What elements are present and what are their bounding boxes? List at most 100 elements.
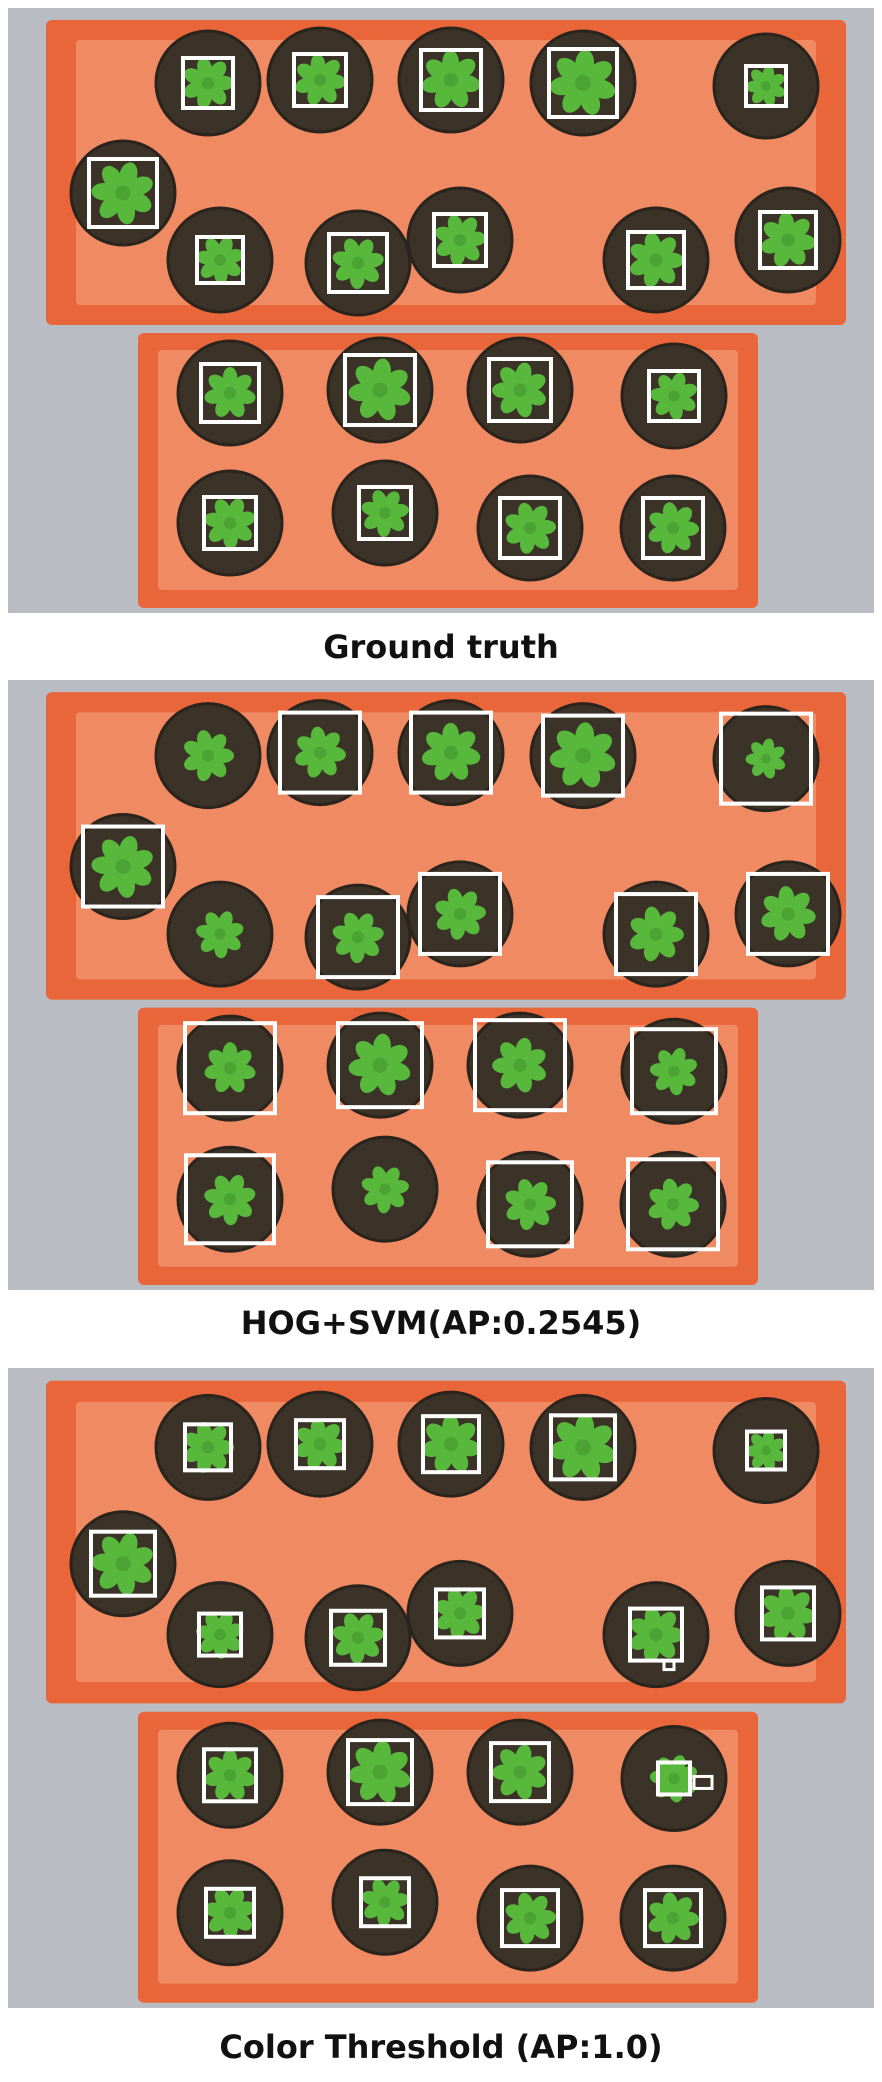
leaf bbox=[223, 1204, 238, 1226]
leaf bbox=[656, 262, 676, 284]
leaf bbox=[208, 1913, 228, 1932]
leaf bbox=[674, 507, 693, 526]
caption-ground-truth: Ground truth bbox=[323, 628, 559, 666]
leaf bbox=[101, 165, 123, 190]
leaf bbox=[355, 1040, 378, 1064]
bounding-box bbox=[183, 1422, 233, 1473]
plant-center bbox=[351, 1631, 365, 1644]
leaf bbox=[321, 1424, 340, 1443]
bounding-box bbox=[316, 895, 400, 980]
bounding-box bbox=[199, 362, 261, 424]
plant-center bbox=[115, 1556, 131, 1572]
leaf bbox=[386, 514, 405, 531]
plant-center bbox=[666, 521, 680, 535]
leaf bbox=[200, 261, 218, 278]
plant bbox=[549, 1413, 616, 1480]
leaf bbox=[449, 84, 469, 108]
plant bbox=[421, 722, 481, 781]
leaf bbox=[200, 1635, 218, 1653]
leaf bbox=[348, 1765, 375, 1784]
leaf bbox=[751, 1434, 766, 1449]
plant-center bbox=[649, 1627, 663, 1642]
leaf bbox=[355, 1747, 378, 1770]
bounding-box bbox=[184, 1153, 276, 1246]
leaf bbox=[389, 1893, 409, 1907]
plant-center bbox=[379, 1896, 391, 1908]
plant bbox=[505, 1892, 557, 1944]
bounding-box bbox=[357, 485, 413, 541]
leaf bbox=[214, 1889, 231, 1910]
plant bbox=[435, 214, 486, 266]
leaf bbox=[677, 1058, 697, 1074]
leaf bbox=[372, 490, 387, 510]
leaf bbox=[421, 1439, 446, 1458]
leaf bbox=[389, 1180, 409, 1194]
plant bbox=[361, 490, 409, 538]
tray-photo-ground-truth bbox=[8, 8, 874, 613]
leaf bbox=[768, 1438, 785, 1452]
bounding-box bbox=[421, 1414, 481, 1475]
plant bbox=[204, 1042, 256, 1093]
bounding-box bbox=[327, 232, 389, 294]
leaf bbox=[787, 1616, 806, 1639]
leaf bbox=[214, 499, 231, 520]
plant-center bbox=[201, 1441, 215, 1454]
leaf bbox=[506, 1203, 527, 1220]
leaf bbox=[232, 1756, 252, 1775]
bounding-box bbox=[343, 353, 417, 427]
plant-center bbox=[668, 390, 680, 402]
plant bbox=[204, 1888, 256, 1939]
plant-center bbox=[372, 382, 388, 398]
plant bbox=[421, 50, 481, 108]
leaf bbox=[204, 1771, 226, 1787]
leaf bbox=[677, 395, 696, 412]
bounding-box bbox=[547, 47, 619, 119]
bounding-box bbox=[434, 1587, 486, 1640]
bounding-box bbox=[346, 1738, 414, 1807]
leaf bbox=[321, 59, 340, 79]
plant bbox=[332, 912, 384, 964]
plant-center bbox=[453, 1607, 467, 1620]
bounding-box bbox=[614, 892, 698, 977]
plant bbox=[348, 358, 411, 421]
leaf bbox=[228, 1779, 245, 1800]
panel-ground-truth bbox=[8, 8, 874, 613]
leaf bbox=[373, 1033, 391, 1060]
plant bbox=[295, 726, 346, 778]
plant bbox=[761, 1585, 816, 1640]
plant bbox=[630, 232, 684, 288]
plant-center bbox=[668, 1772, 680, 1785]
bounding-box bbox=[500, 1888, 560, 1949]
bounding-box bbox=[81, 824, 165, 909]
plant bbox=[184, 730, 235, 782]
leaf bbox=[506, 527, 527, 544]
bounding-box bbox=[87, 157, 159, 229]
leaf bbox=[586, 1425, 612, 1448]
leaf bbox=[658, 1050, 674, 1069]
leaf bbox=[223, 1917, 238, 1939]
leaf bbox=[362, 926, 384, 942]
leaf bbox=[373, 358, 391, 385]
plant bbox=[492, 1037, 546, 1093]
leaf bbox=[657, 1611, 677, 1633]
plant bbox=[421, 1414, 481, 1472]
leaf bbox=[208, 1425, 227, 1445]
leaf bbox=[208, 1049, 228, 1068]
leaf bbox=[127, 849, 153, 870]
plant-center bbox=[313, 746, 327, 759]
leaf bbox=[657, 911, 677, 932]
bounding-box bbox=[89, 1529, 157, 1598]
leaf bbox=[656, 1637, 676, 1658]
leaf bbox=[218, 237, 233, 257]
leaf bbox=[205, 1612, 221, 1632]
leaf bbox=[531, 530, 550, 549]
bounding-box bbox=[329, 1608, 387, 1667]
plant-center bbox=[223, 516, 237, 530]
leaf bbox=[763, 89, 776, 106]
leaf bbox=[461, 915, 480, 935]
leaf bbox=[200, 935, 218, 952]
leaf bbox=[295, 77, 316, 93]
plant-center bbox=[379, 507, 391, 519]
plant-center bbox=[453, 233, 467, 247]
plant-center bbox=[443, 745, 459, 760]
